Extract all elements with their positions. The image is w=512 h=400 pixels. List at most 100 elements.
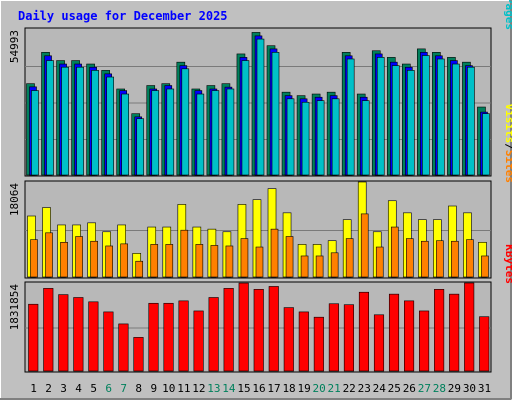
bar-pages (346, 58, 355, 176)
legend: Hits/Files/Pages (503, 0, 512, 30)
bar-pages (301, 101, 310, 176)
y-axis-max-label: 54993 (8, 30, 21, 63)
bar-kbytes (479, 316, 490, 372)
bar-sites (345, 238, 354, 278)
bar-pages (166, 88, 175, 176)
bar-sites (330, 252, 339, 278)
x-tick-label: 20 (313, 382, 326, 395)
bar-sites (390, 226, 399, 278)
bar-pages (256, 38, 265, 176)
x-tick-label: 26 (403, 382, 416, 395)
bar-pages (407, 70, 415, 176)
x-tick-label: 28 (433, 382, 446, 395)
x-tick-label: 8 (135, 382, 142, 395)
x-tick-label: 6 (105, 382, 112, 395)
bar-kbytes (419, 310, 430, 372)
legend-entry: / (503, 143, 512, 150)
bar-kbytes (163, 302, 174, 372)
x-tick-label: 17 (267, 382, 280, 395)
bar-pages (196, 93, 205, 176)
bar-kbytes (133, 337, 144, 372)
bar-sites (225, 245, 234, 278)
bar-pages (226, 88, 235, 176)
legend-entry: Pages (503, 0, 512, 30)
bar-kbytes (464, 282, 475, 372)
y-axis-max-label: 1831854 (8, 284, 21, 331)
bar-kbytes (88, 301, 99, 372)
bar-sites (105, 245, 113, 278)
bar-sites (120, 243, 128, 278)
bar-kbytes (58, 294, 69, 372)
bar-pages (61, 66, 69, 176)
x-tick-label: 18 (282, 382, 295, 395)
bar-sites (300, 255, 309, 278)
bar-kbytes (449, 293, 460, 372)
bar-sites (30, 239, 38, 278)
x-tick-label: 12 (192, 382, 205, 395)
bar-sites (360, 213, 369, 278)
bar-kbytes (238, 282, 249, 372)
x-tick-label: 27 (418, 382, 431, 395)
chart-panels: 54993Hits/Files/Pages18064Visits/Sites18… (8, 0, 512, 373)
x-tick-label: 5 (90, 382, 97, 395)
x-tick-label: 30 (463, 382, 476, 395)
legend-entry: Visits (503, 104, 512, 144)
bar-pages (361, 100, 370, 176)
x-tick-label: 22 (343, 382, 356, 395)
bar-sites (436, 240, 444, 278)
x-tick-label: 31 (478, 382, 491, 395)
bar-pages (376, 57, 385, 176)
x-tick-label: 9 (150, 382, 157, 395)
bar-kbytes (28, 303, 39, 372)
bar-sites (210, 245, 219, 278)
panel-visits-sites: 18064 Visits/Sites (8, 104, 512, 279)
bar-kbytes (328, 303, 339, 372)
bar-pages (422, 55, 430, 176)
bar-kbytes (313, 316, 324, 372)
x-tick-label: 14 (222, 382, 236, 395)
bar-pages (211, 90, 220, 176)
bar-sites (75, 236, 83, 278)
bar-sites (451, 240, 459, 278)
bar-pages (76, 66, 84, 176)
bar-sites (195, 244, 204, 278)
bar-pages (331, 98, 340, 176)
bar-pages (241, 60, 250, 176)
x-tick-label: 16 (252, 382, 265, 395)
x-tick-label: 24 (373, 382, 387, 395)
bar-sites (60, 241, 68, 278)
x-tick-label: 15 (237, 382, 250, 395)
x-tick-label: 7 (120, 382, 127, 395)
bar-kbytes (253, 289, 264, 372)
panel-kbytes: 1831854 KBytes (8, 244, 512, 373)
legend: Visits/Sites (503, 104, 512, 184)
bar-pages (181, 68, 190, 176)
bar-sites (240, 238, 249, 278)
bar-kbytes (193, 310, 204, 372)
bar-kbytes (73, 297, 84, 372)
bar-pages (31, 90, 39, 176)
x-tick-label: 2 (45, 382, 52, 395)
bar-kbytes (388, 293, 400, 372)
bar-sites (481, 255, 489, 278)
bar-pages (91, 70, 99, 176)
bar-kbytes (208, 297, 219, 372)
bar-kbytes (373, 314, 385, 372)
panel-hits-files-pages: 54993 Hits/Files/Pages (8, 0, 512, 177)
bar-sites (375, 246, 384, 278)
x-tick-label: 11 (177, 382, 190, 395)
y-axis-max-label: 18064 (8, 183, 21, 216)
bar-kbytes (268, 286, 279, 372)
x-tick-label: 1 (30, 382, 37, 395)
bar-pages (151, 90, 160, 176)
bar-sites (421, 240, 429, 278)
bar-kbytes (298, 311, 309, 372)
legend-entry: KBytes (503, 244, 512, 284)
x-tick-label: 25 (388, 382, 401, 395)
bar-sites (90, 240, 98, 278)
bar-sites (165, 244, 174, 278)
legend: KBytes (503, 244, 512, 284)
bar-sites (270, 228, 279, 278)
